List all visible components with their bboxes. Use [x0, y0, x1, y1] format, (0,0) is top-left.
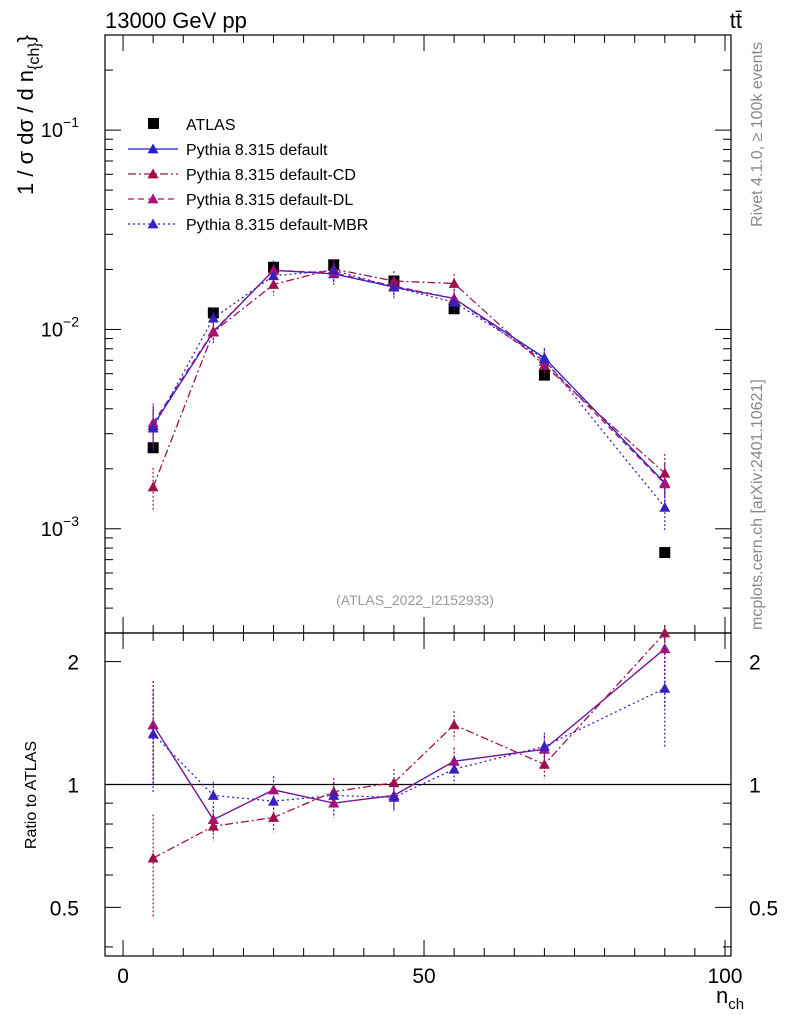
cd-ratio-line	[152, 632, 666, 859]
xtick-label: 50	[412, 965, 435, 988]
atlas-point	[659, 547, 671, 559]
cd-ratio-point	[147, 852, 159, 863]
dl-ratio-line	[152, 648, 666, 821]
analysis-label: (ATLAS_2022_I2152933)	[336, 592, 494, 608]
ratio-ytick-label-right: 2	[749, 652, 761, 675]
source-label: mcplots.cern.ch [arXiv:2401.10621]	[749, 379, 766, 630]
cd-point	[448, 278, 460, 288]
dl-point	[268, 264, 280, 275]
ratio-ytick-label: 2	[67, 652, 79, 675]
ratio-ylabel: Ratio to ATLAS	[23, 741, 40, 849]
mbr-point	[388, 281, 400, 292]
xtick-label: 0	[117, 965, 129, 988]
main-ytick-label: 10−3	[41, 513, 79, 541]
mbr-ratio-point	[207, 789, 219, 800]
legend-label-mbr: Pythia 8.315 default-MBR	[186, 217, 368, 234]
cd-ratio-point	[268, 812, 280, 822]
main-ytick-label: 10−2	[41, 313, 79, 341]
cd-ratio-point	[659, 627, 671, 638]
legend-marker-dl	[147, 193, 159, 204]
dl-ratio-point	[659, 643, 671, 654]
ratio-ytick-label-right: 0.5	[749, 897, 778, 920]
header-left-title: 13000 GeV pp	[105, 8, 247, 33]
mbr-point	[659, 501, 671, 512]
mbr-ratio-point	[388, 791, 400, 802]
legend-marker-default	[147, 143, 159, 154]
mbr-point	[147, 422, 159, 433]
mbr-ratio-point	[448, 763, 460, 774]
mbr-ratio-point	[538, 740, 550, 751]
ratio-ytick-label-right: 1	[749, 774, 761, 797]
mbr-line	[152, 269, 666, 508]
legend-marker-cd	[147, 168, 159, 179]
mbr-point	[207, 312, 219, 323]
mbr-ratio-point	[659, 682, 671, 693]
legend-marker-atlas	[148, 118, 159, 129]
legend-label-default: Pythia 8.315 default	[186, 142, 328, 159]
mbr-ratio-point	[268, 795, 280, 806]
mbr-point	[448, 296, 460, 307]
cd-point	[147, 481, 159, 492]
mbr-point	[328, 264, 340, 275]
default-line	[152, 269, 666, 484]
mbr-ratio-point	[328, 789, 340, 800]
dl-point	[659, 478, 671, 489]
cd-line	[152, 268, 666, 488]
xtick-label: 100	[707, 965, 742, 988]
dl-line	[152, 269, 666, 485]
legend-label-dl: Pythia 8.315 default-DL	[186, 192, 353, 209]
header-right-title: tt̄	[730, 8, 742, 33]
mbr-point	[268, 270, 280, 281]
mbr-point	[538, 353, 550, 364]
dl-point	[207, 325, 219, 336]
mbr-ratio-line	[152, 687, 666, 802]
legend-label-cd: Pythia 8.315 default-CD	[186, 167, 356, 184]
cd-point	[268, 279, 280, 289]
legend-label-atlas: ATLAS	[186, 117, 236, 134]
atlas-point	[538, 369, 550, 381]
ratio-frame	[104, 632, 732, 957]
legend-marker-mbr	[147, 218, 159, 229]
default-ratio-line	[152, 648, 666, 821]
main-ytick-label: 10−1	[41, 114, 79, 142]
dl-ratio-point	[147, 719, 159, 730]
cd-ratio-point	[448, 719, 460, 730]
ratio-ytick-label: 1	[67, 774, 79, 797]
cd-ratio-point	[207, 820, 219, 831]
mbr-ratio-point	[147, 728, 159, 739]
ratio-ytick-label: 0.5	[50, 897, 79, 920]
main-ylabel: 1 / σ dσ / d n{ch}}	[13, 35, 43, 195]
dl-ratio-point	[207, 814, 219, 825]
rivet-label: Rivet 4.1.0, ≥ 100k events	[749, 42, 766, 227]
